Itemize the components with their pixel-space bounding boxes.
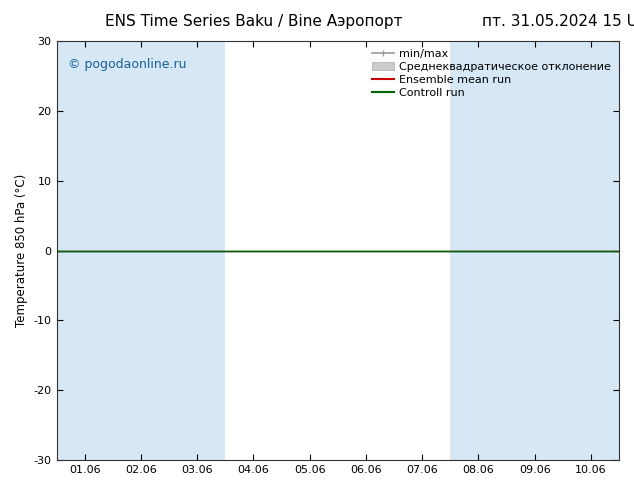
Legend: min/max, Среднеквадратическое отклонение, Ensemble mean run, Controll run: min/max, Среднеквадратическое отклонение… xyxy=(370,47,614,100)
Bar xyxy=(113,41,169,460)
Text: ENS Time Series Baku / Bine Аэропорт: ENS Time Series Baku / Bine Аэропорт xyxy=(105,14,403,29)
Text: пт. 31.05.2024 15 UTC: пт. 31.05.2024 15 UTC xyxy=(482,14,634,29)
Bar xyxy=(450,41,507,460)
Y-axis label: Temperature 850 hPa (°C): Temperature 850 hPa (°C) xyxy=(15,174,28,327)
Bar xyxy=(56,41,113,460)
Text: © pogodaonline.ru: © pogodaonline.ru xyxy=(68,58,186,71)
Bar xyxy=(563,41,619,460)
Bar xyxy=(169,41,225,460)
Bar xyxy=(507,41,563,460)
